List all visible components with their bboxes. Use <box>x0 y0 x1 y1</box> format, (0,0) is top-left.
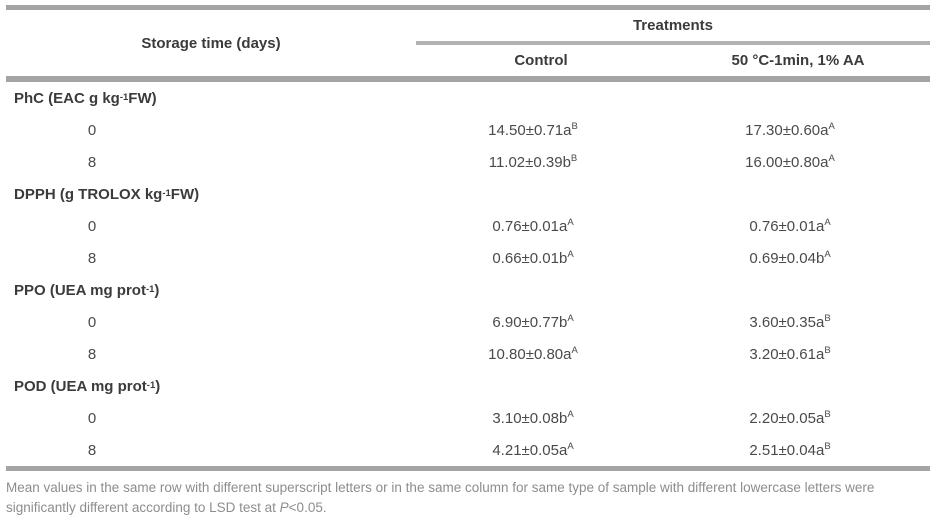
treated-value: 16.00±0.80aA <box>745 152 835 171</box>
control-column-header: Control <box>514 52 568 69</box>
section-label-text: DPPH (g TROLOX kg <box>14 185 163 203</box>
superscript-letter: A <box>567 312 574 324</box>
table-top-rule <box>6 5 930 10</box>
table-row: 0 6.90±0.77bA 3.60±0.35aB <box>6 306 930 338</box>
section-label-text: PhC (EAC g kg <box>14 89 120 107</box>
superscript-letter: A <box>567 216 574 228</box>
treated-value: 2.20±0.05aB <box>749 408 831 427</box>
storage-day: 0 <box>87 121 97 139</box>
storage-time-header: Storage time (days) <box>141 34 281 52</box>
header-bottom-rule <box>6 76 930 82</box>
treatments-sub-rule <box>416 41 930 45</box>
superscript-letter: A <box>828 120 835 132</box>
footnote-italic-p: P <box>279 500 289 515</box>
section-label-ppo: PPO (UEA mg prot -1) <box>14 281 160 299</box>
treated-value: 0.76±0.01aA <box>749 216 831 235</box>
treated-value: 0.69±0.04bA <box>749 248 831 267</box>
control-value: 14.50±0.71aB <box>488 120 578 139</box>
table-row: 0 14.50±0.71aB 17.30±0.60aA <box>6 114 930 146</box>
section-label-text: PPO (UEA mg prot <box>14 281 146 299</box>
superscript-letter: A <box>828 152 835 164</box>
table-bottom-rule <box>6 466 930 471</box>
section-label-end: FW) <box>128 89 157 107</box>
control-value: 0.66±0.01bA <box>492 248 574 267</box>
treatments-header-group: Treatments Control 50 °C-1min, 1% AA <box>416 10 930 76</box>
section-label-dpph: DPPH (g TROLOX kg -1 FW) <box>14 185 200 203</box>
control-value: 10.80±0.80aA <box>488 344 578 363</box>
section-label-end: ) <box>155 377 161 395</box>
treated-value: 2.51±0.04aB <box>749 440 831 459</box>
section-label-end: ) <box>154 281 160 299</box>
treated-column-header: 50 °C-1min, 1% AA <box>731 52 865 69</box>
treated-value: 3.20±0.61aB <box>749 344 831 363</box>
storage-day: 8 <box>87 441 97 459</box>
treatments-header: Treatments <box>632 17 714 34</box>
treated-value: 3.60±0.35aB <box>749 312 831 331</box>
table-row: 8 4.21±0.05aA 2.51±0.04aB <box>6 434 930 466</box>
control-value: 0.76±0.01aA <box>492 216 574 235</box>
superscript-letter: A <box>824 248 831 260</box>
storage-day: 8 <box>87 249 97 267</box>
superscript-letter: B <box>824 408 831 420</box>
table-row: 0 3.10±0.08bA 2.20±0.05aB <box>6 402 930 434</box>
treatment-column-headers: Control 50 °C-1min, 1% AA <box>416 45 930 76</box>
treated-value: 17.30±0.60aA <box>745 120 835 139</box>
control-value: 6.90±0.77bA <box>492 312 574 331</box>
superscript-letter: B <box>824 312 831 324</box>
section-label-text: POD (UEA mg prot <box>14 377 147 395</box>
paper-table-page: Storage time (days) Treatments Control 5… <box>0 5 936 527</box>
table-row: 0 0.76±0.01aA 0.76±0.01aA <box>6 210 930 242</box>
control-value: 11.02±0.39bB <box>488 152 578 171</box>
table-header: Storage time (days) Treatments Control 5… <box>6 10 930 76</box>
superscript-letter: B <box>571 120 578 132</box>
section-label-end: FW) <box>170 185 200 203</box>
superscript-letter: B <box>824 440 831 452</box>
table-footnote: Mean values in the same row with differe… <box>6 478 930 518</box>
footnote-text: Mean values in the same row with differe… <box>6 480 875 515</box>
control-value: 3.10±0.08bA <box>492 408 574 427</box>
superscript-letter: A <box>567 408 574 420</box>
superscript-letter: A <box>824 216 831 228</box>
table-row: 8 11.02±0.39bB 16.00±0.80aA <box>6 146 930 178</box>
section-label-phc: PhC (EAC g kg -1 FW) <box>14 89 157 107</box>
table-row: 8 0.66±0.01bA 0.69±0.04bA <box>6 242 930 274</box>
storage-day: 0 <box>87 313 97 331</box>
superscript-letter: A <box>567 440 574 452</box>
control-value: 4.21±0.05aA <box>492 440 574 459</box>
storage-day: 0 <box>87 217 97 235</box>
storage-day: 8 <box>87 345 97 363</box>
superscript-letter: A <box>571 344 578 356</box>
superscript-letter: B <box>824 344 831 356</box>
superscript-letter: B <box>570 152 578 164</box>
table-row: 8 10.80±0.80aA 3.20±0.61aB <box>6 338 930 370</box>
footnote-text-end: <0.05. <box>288 500 327 515</box>
storage-day: 0 <box>87 409 97 427</box>
section-label-pod: POD (UEA mg prot -1) <box>14 377 161 395</box>
table-body: PhC (EAC g kg -1 FW) 0 14.50±0.71aB 17.30… <box>6 82 930 466</box>
superscript-letter: A <box>567 248 574 260</box>
storage-day: 8 <box>87 153 97 171</box>
